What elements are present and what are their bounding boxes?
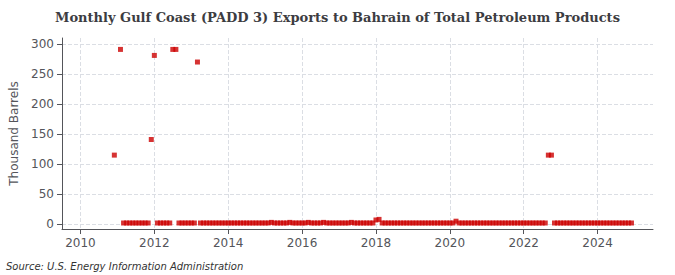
svg-text:100: 100 — [31, 157, 54, 171]
svg-text:250: 250 — [31, 67, 54, 81]
svg-text:Monthly Gulf Coast (PADD 3) Ex: Monthly Gulf Coast (PADD 3) Exports to B… — [55, 10, 620, 25]
svg-text:2012: 2012 — [139, 236, 170, 250]
svg-text:0: 0 — [46, 217, 54, 231]
svg-text:2018: 2018 — [361, 236, 392, 250]
svg-text:2010: 2010 — [65, 236, 96, 250]
svg-text:2014: 2014 — [213, 236, 244, 250]
svg-text:Thousand Barrels: Thousand Barrels — [7, 81, 21, 186]
svg-text:50: 50 — [39, 187, 54, 201]
svg-text:Source: U.S. Energy Informatio: Source: U.S. Energy Information Administ… — [6, 261, 243, 272]
svg-text:2020: 2020 — [435, 236, 466, 250]
svg-text:150: 150 — [31, 127, 54, 141]
svg-text:300: 300 — [31, 37, 54, 51]
svg-text:2024: 2024 — [582, 236, 613, 250]
svg-text:2016: 2016 — [287, 236, 318, 250]
svg-text:2022: 2022 — [508, 236, 539, 250]
svg-text:200: 200 — [31, 97, 54, 111]
